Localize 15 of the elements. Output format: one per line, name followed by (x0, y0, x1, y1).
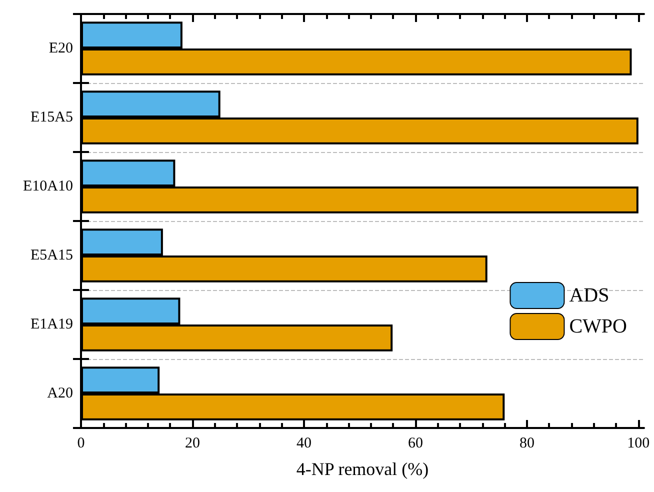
x-tick-label: 100 (627, 436, 650, 452)
x-axis-title: 4-NP removal (%) (296, 459, 429, 479)
x-tick-label: 20 (184, 436, 200, 452)
x-tick-label: 40 (296, 436, 312, 452)
y-tick-label: E10A10 (23, 178, 73, 194)
y-tick-label: E20 (48, 40, 73, 56)
y-tick-label: A20 (47, 386, 73, 402)
legend-label: ADS (569, 284, 610, 306)
y-tick-label: E1A19 (30, 316, 73, 332)
x-tick-label: 60 (408, 436, 423, 452)
y-tick-label: E5A15 (30, 248, 73, 264)
x-tick-label: 0 (77, 436, 85, 452)
y-tick-label: E15A5 (30, 110, 73, 126)
legend-label: CWPO (569, 316, 628, 338)
x-tick-label: 80 (519, 436, 534, 452)
